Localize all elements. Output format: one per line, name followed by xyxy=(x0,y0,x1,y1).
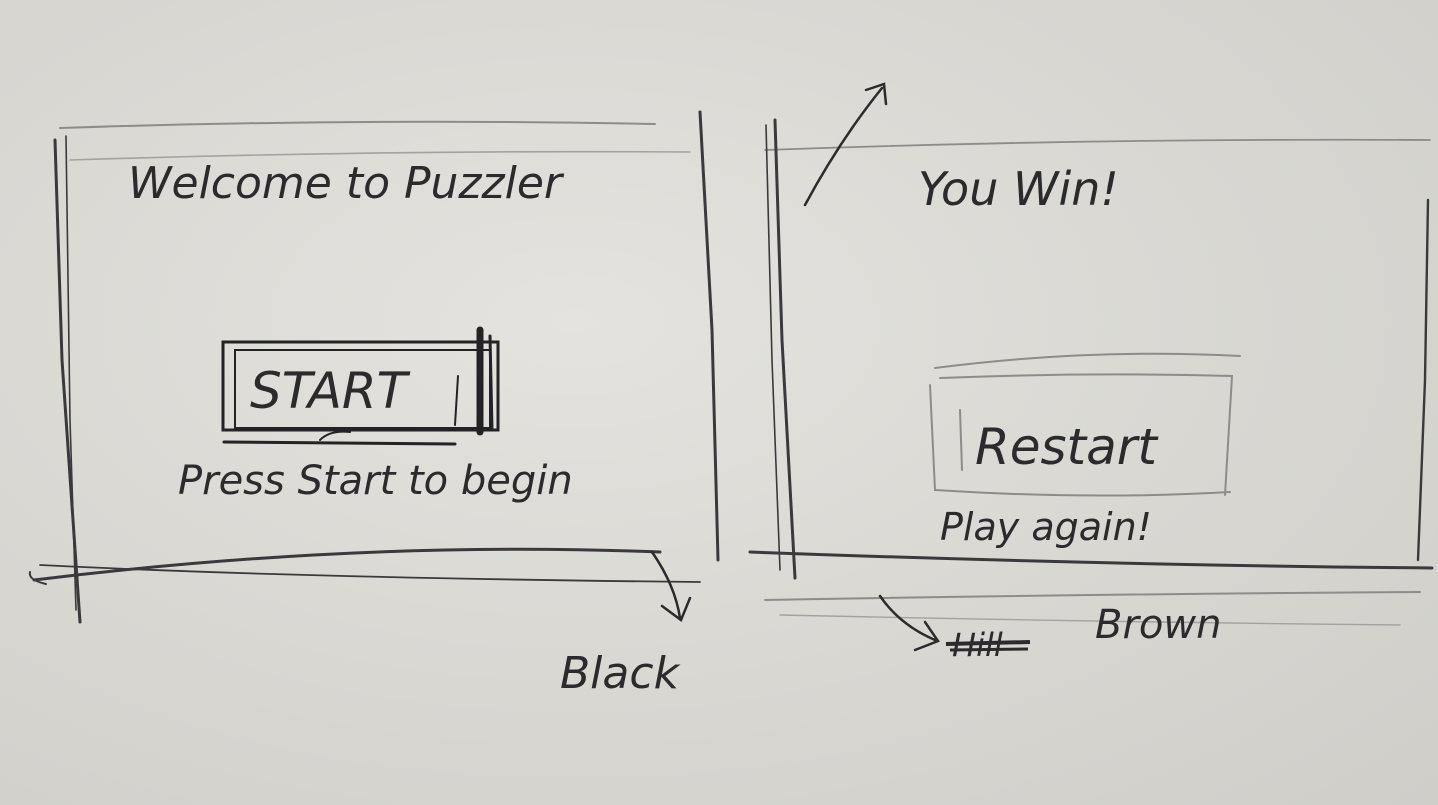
start-hint: Press Start to begin xyxy=(178,458,573,504)
restart-button[interactable]: Restart xyxy=(929,352,1241,497)
black-arrow xyxy=(650,550,692,622)
up-arrow xyxy=(803,82,888,207)
left-screen-frame xyxy=(28,110,720,624)
welcome-title: Welcome to Puzzler xyxy=(128,158,565,209)
crossed-out-note: Hill xyxy=(945,626,1031,664)
right-screen-frame xyxy=(748,118,1434,626)
background-note-black: Black xyxy=(560,648,681,699)
brown-arrow xyxy=(878,594,940,652)
background-note-brown: Brown xyxy=(1095,602,1221,648)
restart-button-label: Restart xyxy=(975,418,1159,476)
win-title: You Win! xyxy=(918,162,1119,216)
start-button-label: START xyxy=(250,362,411,420)
start-button[interactable]: START xyxy=(221,326,500,446)
play-again-hint: Play again! xyxy=(940,505,1152,549)
